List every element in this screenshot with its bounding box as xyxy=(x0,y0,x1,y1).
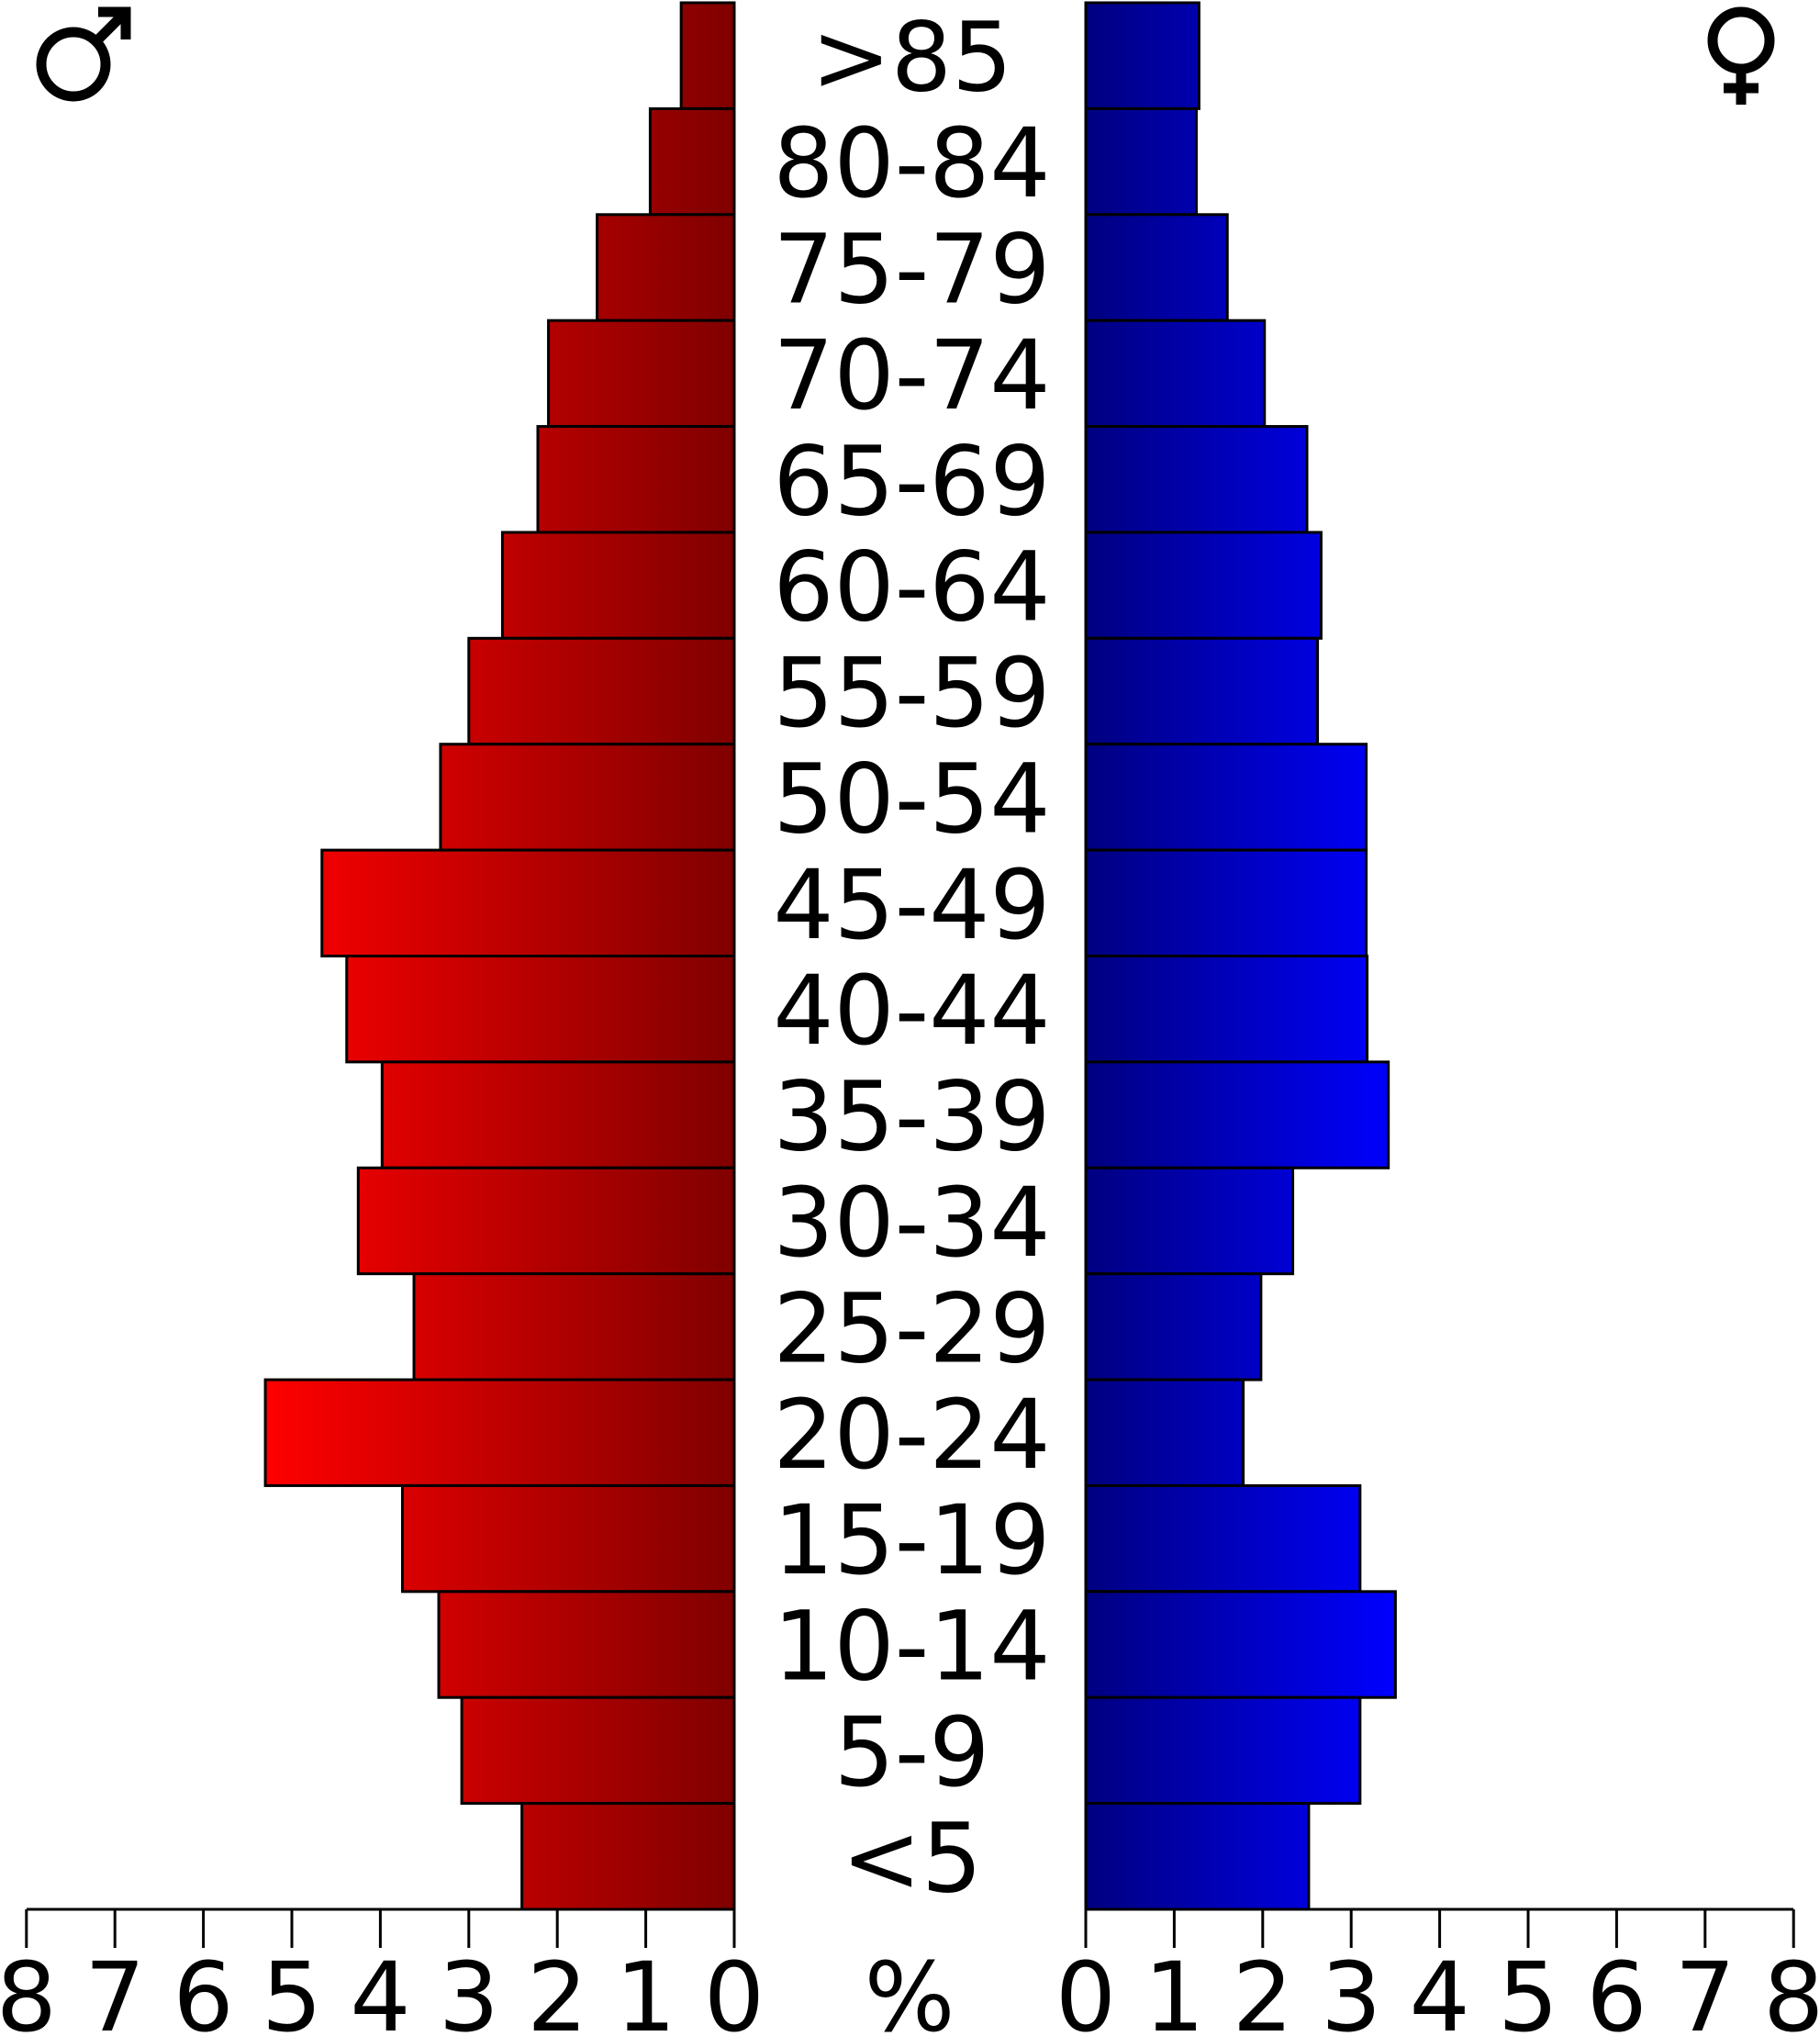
x-tick-label-right-1: 1 xyxy=(1144,1941,1204,2036)
x-tick-label-right-2: 2 xyxy=(1233,1941,1293,2036)
x-tick-label-right-3: 3 xyxy=(1321,1941,1381,2036)
x-tick-label-right-7: 7 xyxy=(1675,1941,1736,2036)
female-bar-15-19 xyxy=(1084,1483,1362,1594)
x-tick-label-right-4: 4 xyxy=(1410,1941,1470,2036)
male-bar-65-69 xyxy=(536,425,736,534)
male-bar-80-84 xyxy=(648,106,736,217)
age-label-10-14: 10-14 xyxy=(773,1591,1050,1703)
age-label-35-39: 35-39 xyxy=(773,1061,1050,1173)
female-bar-45-49 xyxy=(1084,848,1368,957)
male-bar-30-34 xyxy=(356,1166,736,1276)
x-tick-label-right-6: 6 xyxy=(1586,1941,1647,2036)
x-tick-label-right-8: 8 xyxy=(1763,1941,1820,2036)
male-bar-75-79 xyxy=(596,213,736,322)
x-tick-label-left-6: 6 xyxy=(173,1941,234,2036)
female-bar-70-74 xyxy=(1084,319,1267,429)
female-bar-80-84 xyxy=(1084,106,1198,217)
female-bars xyxy=(1084,1,1397,1911)
age-label-60-64: 60-64 xyxy=(773,531,1050,643)
age-label-55-59: 55-59 xyxy=(773,637,1050,749)
age-label-25-29: 25-29 xyxy=(773,1272,1050,1384)
male-bar-70-74 xyxy=(547,319,736,429)
female-bar-5-9 xyxy=(1084,1695,1362,1806)
male-bar-60-64 xyxy=(500,531,736,640)
x-tick-label-left-4: 4 xyxy=(350,1941,410,2036)
male-bar-5-9 xyxy=(460,1695,736,1806)
female-bar-40-44 xyxy=(1084,955,1369,1064)
male-bar-35-39 xyxy=(380,1060,736,1169)
age-label-5-9: 5-9 xyxy=(834,1696,990,1808)
age-label-50-54: 50-54 xyxy=(773,743,1050,855)
age-label-30-34: 30-34 xyxy=(773,1167,1050,1279)
age-label-20-24: 20-24 xyxy=(773,1379,1050,1491)
x-tick-label-right-0: 0 xyxy=(1055,1941,1116,2036)
age-label-<5: <5 xyxy=(842,1802,982,1914)
male-bar-50-54 xyxy=(439,743,736,852)
male-bar-40-44 xyxy=(345,955,736,1064)
age-label-45-49: 45-49 xyxy=(773,849,1050,961)
male-bar->85 xyxy=(679,1,736,110)
age-label-75-79: 75-79 xyxy=(773,213,1050,325)
x-tick-label-left-8: 8 xyxy=(0,1941,57,2036)
x-axis-unit-label: % xyxy=(865,1941,955,2036)
female-bar->85 xyxy=(1084,1,1200,110)
female-bar-25-29 xyxy=(1084,1272,1263,1382)
male-bar-15-19 xyxy=(401,1483,736,1594)
male-bar-25-29 xyxy=(412,1272,736,1382)
female-bar-<5 xyxy=(1084,1802,1311,1911)
x-tick-label-right-5: 5 xyxy=(1498,1941,1558,2036)
age-group-labels: >8580-8475-7970-7465-6960-6455-5950-5445… xyxy=(773,2,1050,1915)
male-bars xyxy=(263,1,736,1911)
male-bar-10-14 xyxy=(437,1590,736,1699)
female-bar-35-39 xyxy=(1084,1060,1390,1169)
x-tick-label-left-5: 5 xyxy=(262,1941,322,2036)
age-label-15-19: 15-19 xyxy=(773,1484,1050,1596)
male-symbol-icon xyxy=(36,6,131,102)
female-bar-30-34 xyxy=(1084,1166,1295,1276)
x-tick-label-left-3: 3 xyxy=(439,1941,499,2036)
age-label-40-44: 40-44 xyxy=(773,955,1050,1067)
female-bar-20-24 xyxy=(1084,1378,1245,1487)
x-tick-label-left-7: 7 xyxy=(84,1941,145,2036)
male-bar-<5 xyxy=(520,1802,736,1911)
female-bar-60-64 xyxy=(1084,531,1323,640)
x-tick-label-left-1: 1 xyxy=(616,1941,676,2036)
male-bar-55-59 xyxy=(467,636,736,746)
male-bar-45-49 xyxy=(320,848,736,957)
age-label-70-74: 70-74 xyxy=(773,319,1050,431)
female-bar-55-59 xyxy=(1084,636,1320,746)
male-bar-20-24 xyxy=(263,1378,736,1487)
age-label-80-84: 80-84 xyxy=(773,107,1050,219)
x-tick-label-left-0: 0 xyxy=(704,1941,765,2036)
age-label-65-69: 65-69 xyxy=(773,425,1050,537)
age-label->85: >85 xyxy=(811,2,1012,114)
female-bar-50-54 xyxy=(1084,743,1368,852)
female-bar-75-79 xyxy=(1084,213,1229,322)
x-tick-label-left-2: 2 xyxy=(527,1941,587,2036)
female-symbol-icon xyxy=(1707,6,1775,105)
female-bar-65-69 xyxy=(1084,425,1309,534)
female-bar-10-14 xyxy=(1084,1590,1397,1699)
